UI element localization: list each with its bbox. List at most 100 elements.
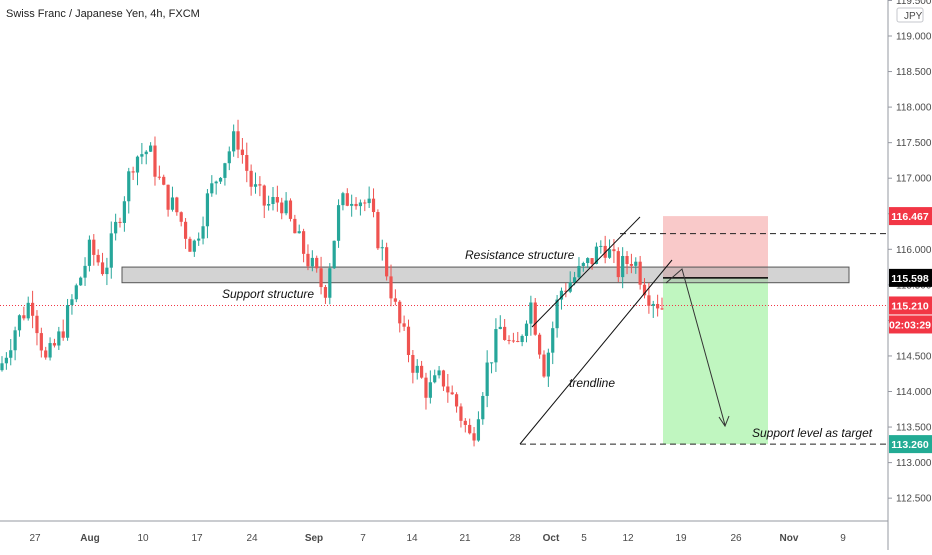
time-tick-label: Nov xyxy=(780,533,799,544)
candle-body xyxy=(511,340,515,342)
candle-body xyxy=(590,258,594,264)
price-tick-label: 116.000 xyxy=(896,245,932,256)
candle-body xyxy=(433,375,437,383)
time-tick-label: 27 xyxy=(29,533,41,544)
time-tick-label: 24 xyxy=(246,533,258,544)
candle-body xyxy=(96,254,100,263)
candle-body xyxy=(616,251,620,278)
candle-body xyxy=(175,197,179,213)
candle-body xyxy=(22,315,26,319)
projection-arrowhead xyxy=(718,415,730,428)
candle-body xyxy=(109,233,113,268)
candle-body xyxy=(354,203,358,207)
time-tick-label: 14 xyxy=(406,533,418,544)
countdown-badge xyxy=(889,315,932,334)
candle-body xyxy=(13,330,17,351)
candle-body xyxy=(476,419,481,441)
candle-body xyxy=(393,298,397,302)
last-price-badge xyxy=(889,296,932,315)
trendline[interactable] xyxy=(519,259,673,445)
candle-body xyxy=(612,249,616,252)
price-tick-label: 119.000 xyxy=(896,32,932,43)
candle-body xyxy=(306,253,310,267)
candle-body xyxy=(516,341,520,343)
candle-body xyxy=(599,245,603,247)
candle-body xyxy=(441,370,446,387)
candle-body xyxy=(170,197,175,210)
candle-body xyxy=(122,201,126,223)
currency-box[interactable] xyxy=(896,7,924,23)
projection-path[interactable] xyxy=(665,268,726,426)
candle-body xyxy=(481,395,485,420)
candle-body xyxy=(625,256,629,265)
time-tick-label: 28 xyxy=(509,533,521,544)
candle-body xyxy=(319,268,323,288)
support-resistance-zone[interactable] xyxy=(121,266,850,284)
candle-body xyxy=(350,203,354,206)
currency-label: JPY xyxy=(904,11,923,22)
chart-title: Swiss Franc / Japanese Yen, 4h, FXCM xyxy=(6,8,200,20)
candle-body xyxy=(245,155,249,171)
candle-body xyxy=(406,326,411,356)
time-tick-label: 5 xyxy=(581,533,587,544)
channel-upper-line[interactable] xyxy=(531,216,641,328)
candle-body xyxy=(459,406,463,421)
candle-body xyxy=(345,193,349,206)
candle-body xyxy=(586,258,590,264)
price-tick-label: 113.500 xyxy=(896,423,932,434)
target-label: Support level as target xyxy=(752,426,873,440)
candle-body xyxy=(4,357,8,364)
price-tick-label: 119.500 xyxy=(896,0,932,7)
candle-body xyxy=(336,205,341,241)
candle-body xyxy=(647,295,651,306)
price-tick-label: 118.500 xyxy=(896,67,932,78)
candle-body xyxy=(131,171,135,173)
candle-body xyxy=(39,333,43,351)
candle-body xyxy=(162,176,166,185)
candle-body xyxy=(70,299,74,306)
candle-body xyxy=(297,231,301,234)
candle-body xyxy=(385,247,389,277)
take-profit-zone[interactable] xyxy=(663,277,768,445)
candle-body xyxy=(223,163,227,178)
candle-body xyxy=(214,181,218,184)
candle-body xyxy=(240,149,244,156)
time-tick-label: 19 xyxy=(675,533,687,544)
candle-body xyxy=(638,261,642,285)
candle-body xyxy=(328,268,332,298)
time-tick-label: 17 xyxy=(191,533,203,544)
candle-body xyxy=(642,284,647,296)
price-tick-label: 114.500 xyxy=(896,351,932,362)
candle-body xyxy=(227,151,231,164)
candle-body xyxy=(546,352,550,377)
candle-body xyxy=(555,299,559,329)
candle-body xyxy=(157,176,161,178)
candle-body xyxy=(389,276,393,299)
time-tick-label: 12 xyxy=(622,533,634,544)
candle-body xyxy=(450,392,454,395)
candle-body xyxy=(660,308,664,310)
candle-body xyxy=(472,433,476,441)
candle-body xyxy=(310,257,314,267)
entry-price-badge-text: 115.598 xyxy=(891,273,929,285)
candle-body xyxy=(542,354,546,377)
time-tick-label: Sep xyxy=(305,533,323,544)
time-tick-label: 10 xyxy=(137,533,149,544)
price-tick-label: 113.000 xyxy=(896,458,932,469)
candle-body xyxy=(197,238,201,241)
candle-body xyxy=(144,151,148,155)
candle-body xyxy=(323,287,328,298)
candle-body xyxy=(52,343,57,346)
candle-body xyxy=(87,239,92,266)
candle-body xyxy=(454,394,459,407)
candle-body xyxy=(634,261,638,266)
trendline-label: trendline xyxy=(569,376,615,390)
time-tick-label: 26 xyxy=(730,533,742,544)
candle-body xyxy=(572,277,577,283)
candle-body xyxy=(358,202,363,207)
candle-body xyxy=(149,145,153,152)
support-label: Support structure xyxy=(222,287,314,301)
candle-body xyxy=(249,170,253,187)
